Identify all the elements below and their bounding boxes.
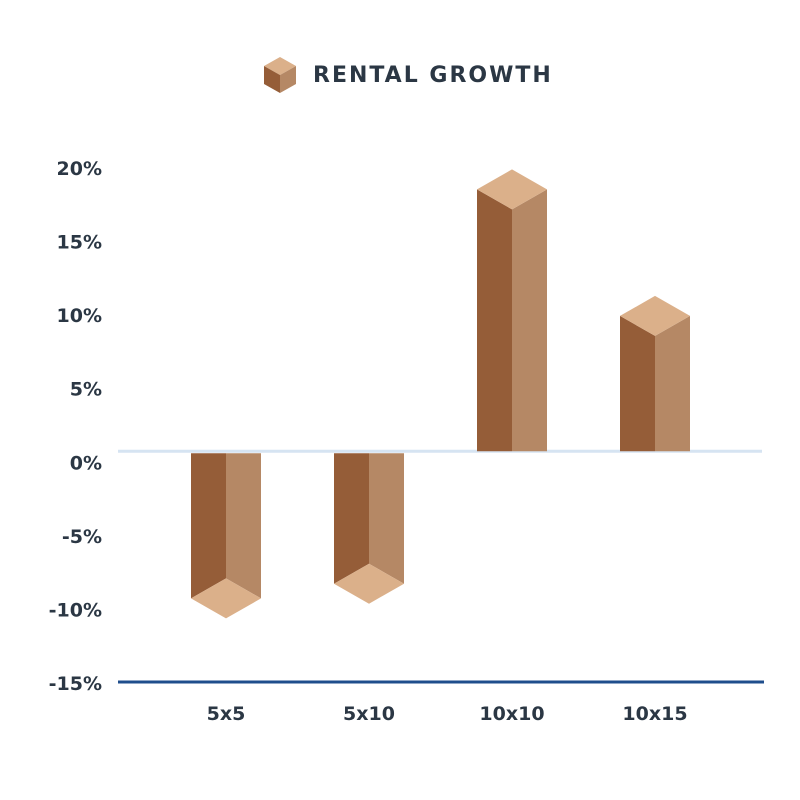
x-tick-label: 10x10 xyxy=(479,703,544,725)
y-tick-label: 5% xyxy=(70,379,102,401)
bar-10x10 xyxy=(477,169,547,452)
y-tick-label: 10% xyxy=(57,305,102,327)
y-tick-label: -10% xyxy=(49,599,102,621)
y-tick-label: 0% xyxy=(70,452,102,474)
x-tick-label: 5x10 xyxy=(343,703,395,725)
bar-5x5 xyxy=(191,453,261,619)
chart-title: RENTAL GROWTH xyxy=(313,63,553,88)
x-tick-label: 10x15 xyxy=(622,703,687,725)
x-axis-labels: 5x5 5x10 10x10 10x15 xyxy=(207,703,688,725)
y-tick-label: 20% xyxy=(57,158,102,180)
x-tick-label: 5x5 xyxy=(207,703,246,725)
bar-front-face xyxy=(477,189,512,452)
bar-5x10 xyxy=(334,453,404,604)
y-tick-label: -15% xyxy=(49,673,102,695)
y-tick-label: 15% xyxy=(57,232,102,254)
bar-cap-face xyxy=(191,578,261,619)
bar-cap-face xyxy=(334,563,404,604)
chart-title-group: RENTAL GROWTH xyxy=(264,57,553,93)
bar-front-face xyxy=(191,453,226,599)
bars-group xyxy=(191,169,690,619)
bar-side-face xyxy=(512,189,547,452)
bar-side-face xyxy=(226,453,261,599)
y-axis-ticks: 20% 15% 10% 5% 0% -5% -10% -15% xyxy=(49,158,102,695)
bar-front-face xyxy=(620,315,655,452)
bar-10x15 xyxy=(620,295,690,452)
bar-side-face xyxy=(369,453,404,584)
bar-side-face xyxy=(655,315,690,452)
bar-cap-face xyxy=(620,295,690,336)
cube-icon xyxy=(264,57,296,93)
bar-cap-face xyxy=(477,169,547,210)
y-tick-label: -5% xyxy=(62,526,102,548)
bar-front-face xyxy=(334,453,369,584)
